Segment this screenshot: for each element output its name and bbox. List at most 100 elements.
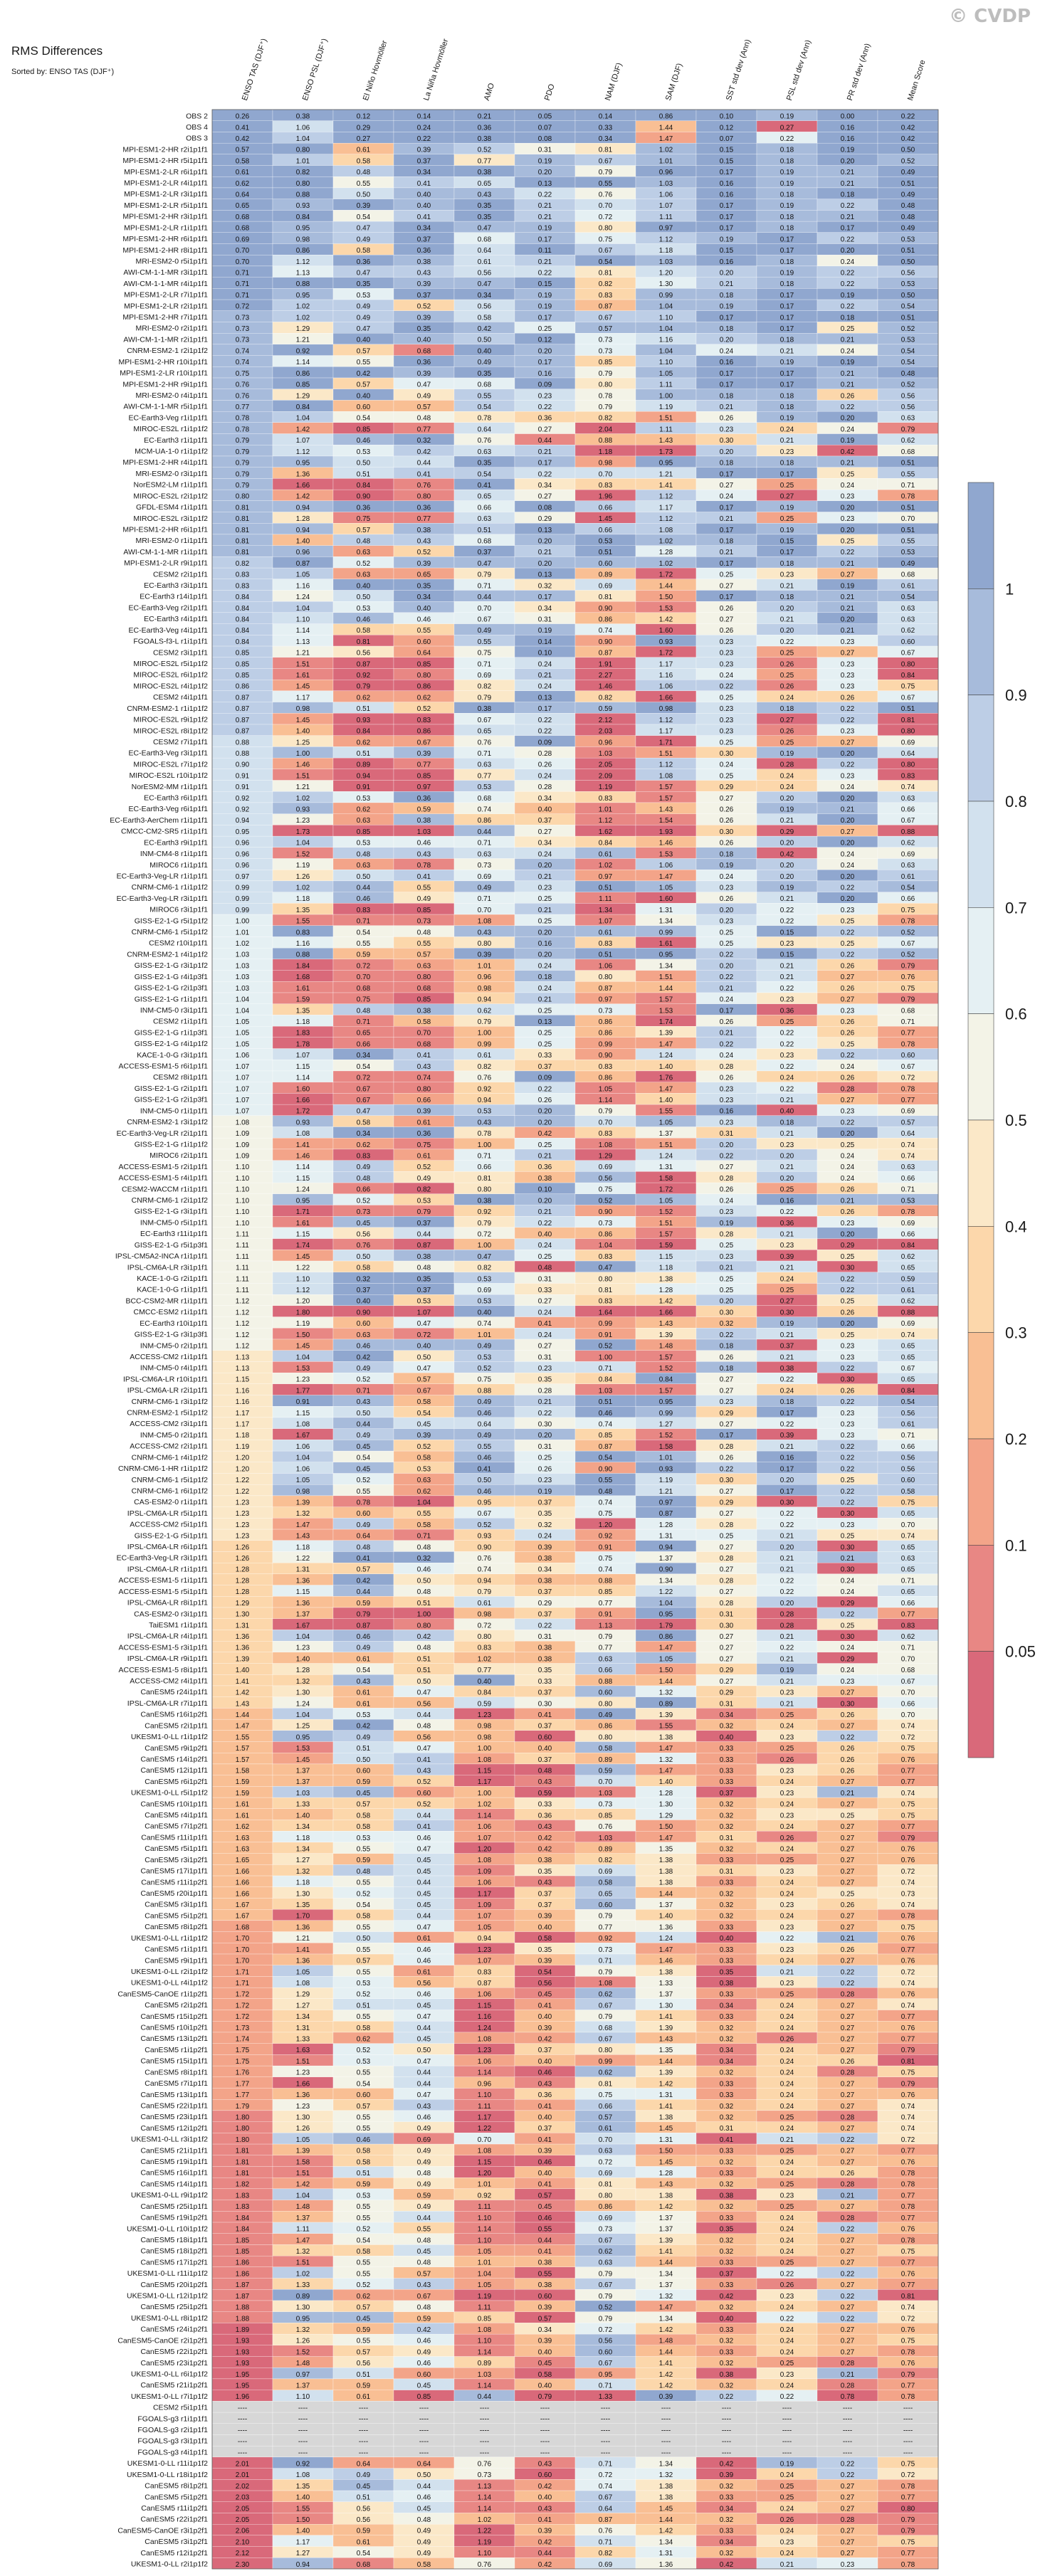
cell-value: 0.36 xyxy=(357,258,371,266)
cell-value: 0.41 xyxy=(417,470,431,478)
cell-value: 1.47 xyxy=(296,1521,310,1529)
cell-value: 0.31 xyxy=(720,2125,734,2133)
cell-value: 0.41 xyxy=(538,2002,552,2010)
cell-value: 0.22 xyxy=(841,1488,855,1496)
cell-value: 0.73 xyxy=(599,1220,613,1228)
cell-value: 1.15 xyxy=(296,1063,310,1071)
cell-value: 0.25 xyxy=(841,470,855,478)
cell-value: 1.72 xyxy=(659,571,673,579)
cell-value: 1.55 xyxy=(236,1733,250,1741)
cell-value: 0.40 xyxy=(417,337,431,344)
cell-value: 0.64 xyxy=(478,247,492,255)
cell-value: 0.67 xyxy=(599,2281,613,2289)
cell-value: 0.45 xyxy=(357,1465,371,1473)
cell-value: 1.21 xyxy=(296,650,310,658)
row-label: ACCESS-CM2 r3i1p1f1 xyxy=(130,1420,208,1428)
cell-value: 1.37 xyxy=(659,1555,673,1563)
cell-value: 0.17 xyxy=(780,470,794,478)
cell-value: 0.59 xyxy=(599,1768,613,1775)
row-label: ACCESS-CM2 r4i1p1f1 xyxy=(130,1677,208,1686)
cell-value: 0.53 xyxy=(417,1298,431,1306)
cell-value: 0.67 xyxy=(901,1678,915,1686)
cell-value: 1.13 xyxy=(236,1353,250,1361)
cell-value: 1.03 xyxy=(236,962,250,970)
cell-value: 0.22 xyxy=(780,2315,794,2323)
cell-value: 0.40 xyxy=(538,806,552,814)
cell-value: 0.30 xyxy=(841,1510,855,1518)
cell-value: 0.48 xyxy=(538,1265,552,1272)
cell-value: 1.57 xyxy=(659,1387,673,1395)
cell-value: 0.23 xyxy=(841,1521,855,1529)
cell-value: 0.17 xyxy=(780,236,794,243)
cell-value: 0.78 xyxy=(901,2203,915,2211)
cell-value: 0.57 xyxy=(599,2113,613,2121)
row-label: CanESM5 r1i1p1f1 xyxy=(145,1946,208,1954)
cell-value: 1.32 xyxy=(659,1756,673,1764)
cell-value: 0.55 xyxy=(417,1510,431,1518)
cell-value: 0.52 xyxy=(357,1376,371,1384)
cell-value: 0.20 xyxy=(841,157,855,165)
row-label: EC-Earth3 r11i1p1f1 xyxy=(140,1230,208,1238)
cell-value: 1.17 xyxy=(659,504,673,512)
cell-value: 0.17 xyxy=(780,247,794,255)
cell-value: 1.11 xyxy=(599,895,612,903)
cell-value: 0.29 xyxy=(720,1499,734,1506)
cell-value: 1.15 xyxy=(296,1410,310,1418)
row-label: CNRM-ESM2-1 r4i1p1f2 xyxy=(127,950,208,959)
cell-value: 0.20 xyxy=(538,1432,552,1440)
cell-value: 0.40 xyxy=(357,392,371,400)
cell-value: 0.71 xyxy=(417,1533,431,1541)
column-header-nam-djf: NAM (DJF) xyxy=(604,62,624,102)
row-label: CNRM-CM6-1 r5i1p1f2 xyxy=(132,928,209,936)
row-label: EC-Earth3-Veg-LR r3i1p1f1 xyxy=(117,1554,209,1563)
cell-value: 0.21 xyxy=(780,437,794,445)
cell-value: 0.17 xyxy=(780,1410,794,1418)
cell-value: 0.96 xyxy=(236,850,250,858)
cell-value: 0.38 xyxy=(538,1655,552,1663)
cell-value: 0.94 xyxy=(236,817,250,825)
cell-value: 0.20 xyxy=(841,415,855,423)
cell-value: 0.57 xyxy=(357,2103,371,2111)
cell-value: 0.57 xyxy=(417,403,431,411)
row-label: INM-CM5-0 r3i1p1f1 xyxy=(140,1006,208,1015)
cell-value: 0.54 xyxy=(901,1398,915,1406)
cell-value: 0.71 xyxy=(478,660,492,668)
cell-value: 0.59 xyxy=(357,1857,371,1864)
cell-value: 1.34 xyxy=(659,2270,673,2278)
cell-value: 0.95 xyxy=(659,1611,673,1619)
cell-value: 0.23 xyxy=(780,1868,794,1876)
cell-value: 0.49 xyxy=(417,2158,431,2166)
cell-value: 1.14 xyxy=(478,2069,492,2077)
cell-value: 0.42 xyxy=(780,850,794,858)
cell-value: 0.80 xyxy=(599,973,613,981)
row-label: MIROC-ES2L r5i1p1f2 xyxy=(133,660,208,668)
cell-value: 0.19 xyxy=(780,415,794,423)
cell-value: 0.98 xyxy=(478,1723,492,1731)
cell-value: 0.22 xyxy=(538,403,552,411)
cell-value: 0.38 xyxy=(538,1645,552,1652)
cell-value: 0.31 xyxy=(538,1443,552,1451)
cell-value: 0.53 xyxy=(478,1298,492,1306)
cell-value: 1.02 xyxy=(599,862,613,870)
cell-value: 1.35 xyxy=(296,1901,310,1909)
cell-value: 0.49 xyxy=(901,191,915,199)
cell-value: 0.27 xyxy=(538,1343,552,1351)
cell-value: 0.17 xyxy=(720,213,734,221)
cell-value: 0.24 xyxy=(780,1801,794,1809)
cell-value: 0.65 xyxy=(901,1588,915,1596)
cell-value: 0.62 xyxy=(357,1141,371,1149)
cell-value: 0.75 xyxy=(901,907,915,914)
cell-value: 0.18 xyxy=(720,292,734,300)
cell-value: 1.34 xyxy=(659,962,673,970)
chart-title: RMS Differences xyxy=(11,44,103,58)
cell-value: 0.30 xyxy=(720,1477,734,1484)
cell-value: 0.26 xyxy=(841,1768,855,1775)
cell-value: 0.61 xyxy=(357,147,371,154)
cell-value: 0.87 xyxy=(417,1242,431,1250)
cell-value: 0.22 xyxy=(720,1153,734,1161)
cell-value: 1.14 xyxy=(296,359,310,366)
cell-value: 0.28 xyxy=(720,1175,734,1183)
cell-value: 0.24 xyxy=(841,1577,855,1585)
cell-value: 0.61 xyxy=(478,258,492,266)
cell-value: 0.80 xyxy=(599,1700,613,1708)
